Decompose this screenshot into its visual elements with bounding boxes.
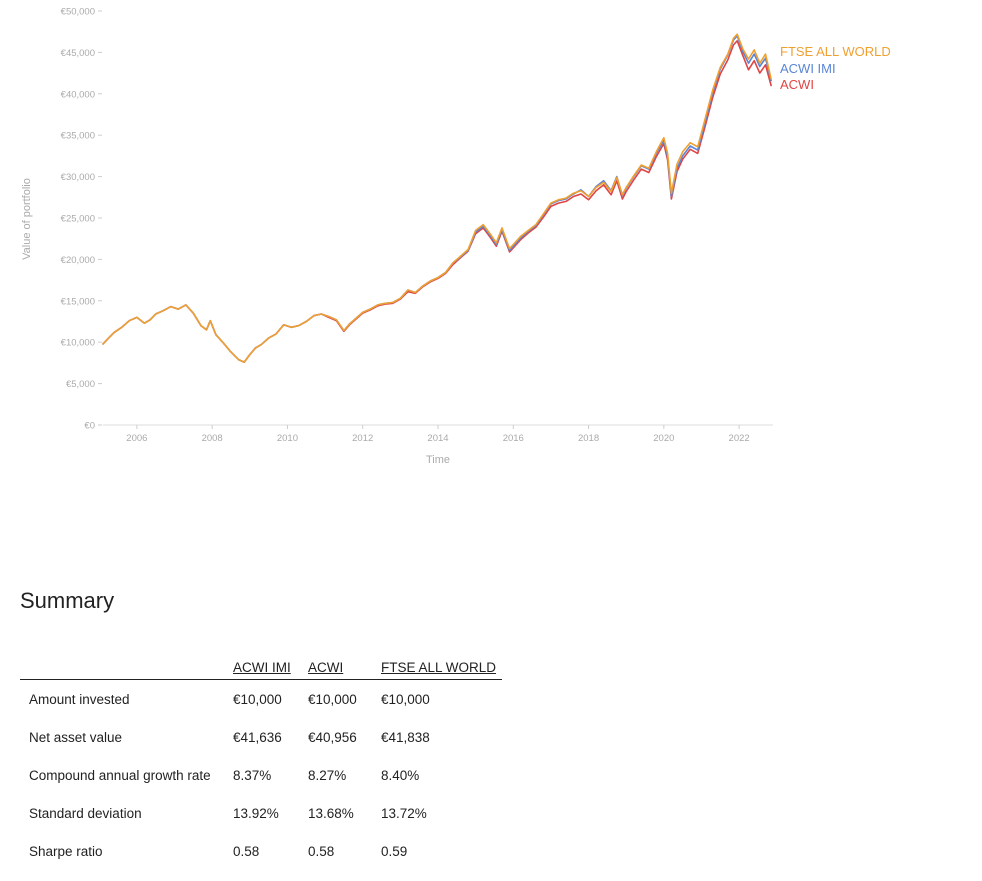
legend-label-acwi-imi: ACWI IMI [780,61,836,76]
y-tick-label: €45,000 [61,48,95,59]
y-tick-label: €20,000 [61,255,95,266]
table-cell: €10,000 [381,691,430,707]
x-tick-label: 2020 [653,433,674,444]
y-tick-label: €10,000 [61,338,95,349]
legend-label-ftse-all-world: FTSE ALL WORLD [780,44,891,59]
legend-label-acwi: ACWI [780,77,814,92]
series-lines [102,33,772,363]
series-line-acwi [102,39,772,363]
y-axis-title: Value of portfolio [21,178,33,260]
x-tick-label: 2016 [503,433,524,444]
x-tick-label: 2008 [202,433,223,444]
table-cell: €10,000 [233,691,282,707]
x-tick-label: 2018 [578,433,599,444]
x-tick-label: 2006 [126,433,147,444]
x-tick-label: 2014 [427,433,448,444]
table-row: Standard deviation 13.92% 13.68% 13.72% [20,794,502,832]
x-axis: 2006 2008 2010 2012 2014 2016 2018 2020 2022 [103,424,773,444]
table-cell: €10,000 [308,691,357,707]
y-tick-label: €30,000 [61,172,95,183]
row-label: Compound annual growth rate [29,767,211,783]
table-cell: €41,838 [381,729,430,745]
y-tick-label: €50,000 [61,7,95,18]
summary-header-row: ACWI IMI ACWI FTSE ALL WORLD [20,645,502,680]
x-tick-label: 2012 [352,433,373,444]
series-line-ftse-all-world [102,33,772,363]
portfolio-line-chart: €0 €5,000 €10,000 €15,000 €20,000 €25,000 €30,… [21,7,891,467]
y-tick-label: €15,000 [61,296,95,307]
y-axis: €0 €5,000 €10,000 €15,000 €20,000 €25,000 €30,… [61,7,102,432]
x-tick-label: 2022 [729,433,750,444]
table-row: Amount invested €10,000 €10,000 €10,000 [20,680,502,719]
summary-header-blank [20,645,233,680]
table-cell: 13.68% [308,805,354,821]
table-cell: 8.37% [233,767,272,783]
x-axis-title: Time [426,454,450,466]
summary-table: ACWI IMI ACWI FTSE ALL WORLD Amount inve… [20,645,502,870]
x-tick-label: 2010 [277,433,298,444]
y-tick-label: €25,000 [61,214,95,225]
column-header-ftse-all-world[interactable]: FTSE ALL WORLD [381,660,497,675]
row-label: Sharpe ratio [29,843,103,859]
column-header-acwi[interactable]: ACWI [308,660,344,675]
table-row: Sharpe ratio 0.58 0.58 0.59 [20,832,502,870]
table-row: Compound annual growth rate 8.37% 8.27% … [20,756,502,794]
table-cell: 0.59 [381,843,408,859]
summary-title: Summary [20,588,115,613]
y-tick-label: €5,000 [66,379,95,390]
table-cell: 13.92% [233,805,279,821]
y-tick-label: €35,000 [61,131,95,142]
y-tick-label: €0 [84,421,95,432]
row-label: Net asset value [29,729,123,745]
table-cell: 0.58 [308,843,335,859]
column-header-acwi-imi[interactable]: ACWI IMI [233,660,291,675]
table-cell: 8.27% [308,767,347,783]
row-label: Amount invested [29,691,130,707]
y-tick-label: €40,000 [61,89,95,100]
table-cell: €41,636 [233,729,282,745]
table-cell: 13.72% [381,805,427,821]
row-label: Standard deviation [29,805,142,821]
table-cell: 8.40% [381,767,420,783]
table-cell: €40,956 [308,729,357,745]
table-cell: 0.58 [233,843,260,859]
table-row: Net asset value €41,636 €40,956 €41,838 [20,718,502,756]
